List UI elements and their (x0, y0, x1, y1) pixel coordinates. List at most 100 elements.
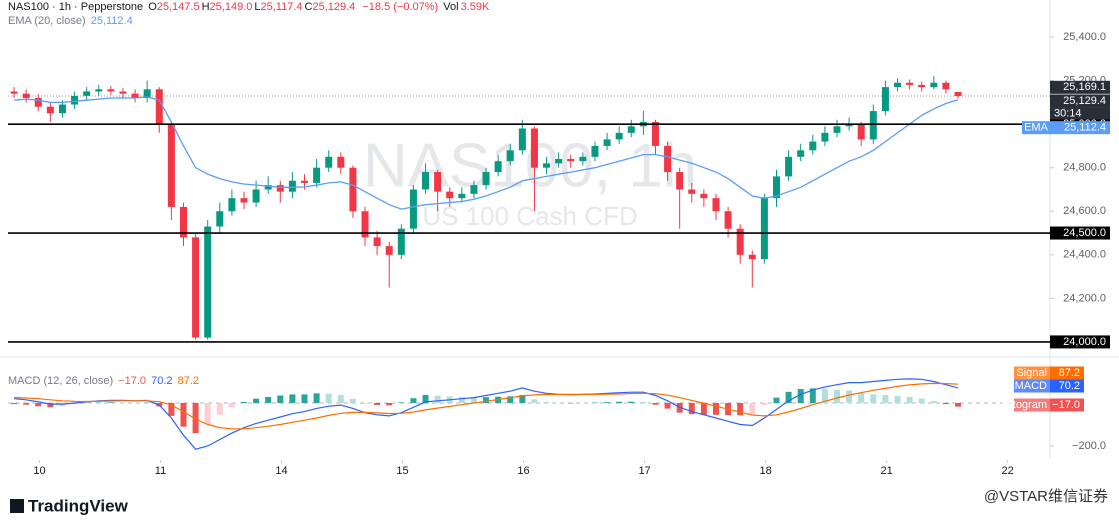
candle-body (240, 198, 248, 203)
candle-body (700, 193, 708, 199)
x-tick-label: 15 (396, 465, 408, 477)
logo-mark (10, 499, 24, 513)
candle-body (615, 132, 623, 140)
histogram-bar (918, 398, 925, 403)
histogram-bar (313, 393, 320, 403)
ema-tag-name: EMA (1024, 122, 1049, 134)
level-tag-box (1050, 335, 1110, 349)
histogram-bar (289, 394, 296, 403)
histogram-bar (749, 402, 756, 414)
histogram-bar (35, 402, 42, 407)
histogram-bar (192, 402, 199, 434)
histogram-bar (265, 396, 272, 403)
histogram-bar (531, 399, 538, 403)
ema-value: 25,112.4 (90, 15, 133, 27)
candle-body (58, 104, 66, 114)
histogram-bar (325, 393, 332, 403)
candle-body (46, 106, 54, 114)
histogram-bar (337, 394, 344, 403)
candle-body (107, 89, 115, 92)
histogram-bar (712, 402, 719, 415)
candle-body (869, 111, 877, 140)
high-tag-box (1050, 80, 1110, 94)
countdown-box (1050, 107, 1110, 120)
high-tag-text: 25,169.1 (1063, 81, 1106, 93)
candle-body (422, 172, 430, 190)
candle-body (119, 91, 127, 94)
candle-body (337, 156, 345, 168)
histogram-bar (301, 394, 308, 403)
indicator-tag-name-box (1014, 366, 1050, 380)
candle-body (313, 167, 321, 183)
y-tick-label: 24,400.0 (1063, 249, 1106, 261)
candle-body (942, 82, 950, 90)
candle-body (906, 82, 914, 85)
indicator-tag-name: MACD (1015, 380, 1047, 392)
x-tick-label: 21 (880, 465, 892, 477)
candle-body (192, 237, 200, 338)
candle-body (881, 87, 889, 112)
level-tag-text: 24,500.0 (1063, 227, 1106, 239)
candle-body (651, 121, 659, 146)
candle-body (458, 193, 466, 199)
ohlc-value: 25,117.4 (260, 1, 303, 13)
histogram-bar (374, 402, 381, 405)
candle-body (857, 124, 865, 140)
credit: @VSTAR维信证券 (984, 488, 1108, 505)
histogram-bar (737, 402, 744, 416)
ema-tag-box (1050, 121, 1110, 135)
histogram-bar (349, 398, 356, 403)
indicator-tag-box (1050, 379, 1084, 393)
x-tick-label: 18 (759, 465, 771, 477)
histogram-bar (386, 402, 393, 406)
ohlc-label: L (254, 1, 261, 13)
candle-body (555, 158, 563, 164)
candle-body (772, 176, 780, 199)
ohlc: O25,147.5 H25,149.0 L25,117.4 C25,129.4 (148, 1, 357, 13)
histogram-bar (846, 390, 853, 403)
candle-body (543, 163, 551, 168)
candle-body (785, 156, 793, 177)
candle-body (155, 89, 163, 125)
candle-body (760, 198, 768, 260)
ema-tag-name-box (1022, 121, 1050, 135)
histogram-bar (398, 402, 405, 403)
histogram-bar (821, 388, 828, 403)
histogram-bar (410, 398, 417, 403)
ema-tag-text: 25,112.4 (1064, 122, 1106, 134)
histogram-bar (652, 402, 659, 405)
y-tick-label: 25,400.0 (1063, 31, 1106, 43)
macd-name: MACD (12, 26, close) (8, 375, 114, 387)
candle-body (676, 172, 684, 190)
histogram-bar (785, 391, 792, 403)
x-tick-label: 22 (1002, 465, 1014, 477)
indicator-tag-name-box (1014, 398, 1050, 412)
histogram-bar (483, 397, 490, 403)
histogram-bar (882, 395, 889, 403)
watermark: NAS100, 1h (363, 131, 697, 200)
ema-legend: EMA (20, close) 25,112.4 (8, 15, 135, 27)
histogram-bar (470, 397, 477, 403)
y-tick-label: 24,200.0 (1063, 292, 1106, 304)
histogram-bar (604, 402, 611, 403)
indicator-tag-box (1050, 398, 1084, 412)
histogram-bar (628, 401, 635, 403)
histogram-bar (797, 389, 804, 403)
candle-body (83, 91, 91, 96)
macd-line (14, 382, 959, 430)
y-tick-label: 24,800.0 (1063, 162, 1106, 174)
histogram-bar (955, 402, 962, 407)
candle-body (276, 185, 284, 192)
candle-body (518, 128, 526, 151)
level-tag-box (1050, 226, 1110, 240)
candle-body (325, 156, 333, 168)
candle-body (579, 156, 587, 162)
histogram-bar (434, 395, 441, 403)
candle-body (397, 228, 405, 255)
histogram-bar (253, 398, 260, 403)
indicator-tag-text: 87.2 (1059, 367, 1080, 379)
indicator-tag-name: Signal (1016, 367, 1047, 379)
candle-body (506, 150, 514, 162)
